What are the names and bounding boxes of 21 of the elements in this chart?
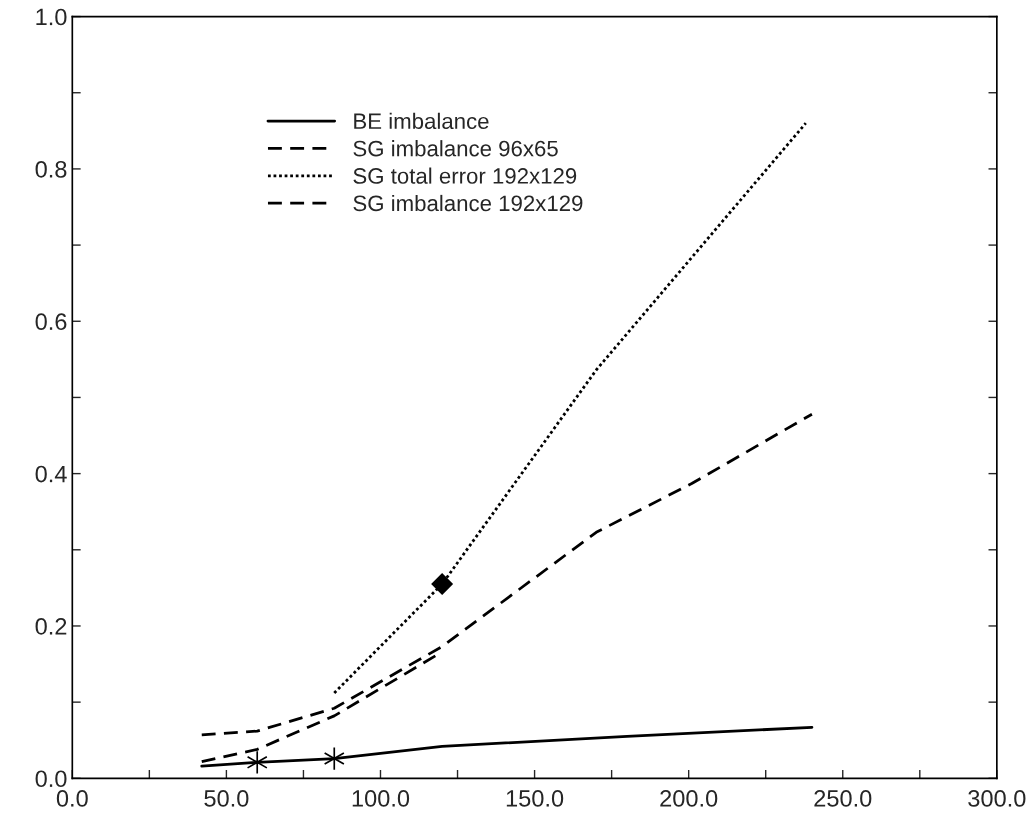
- legend-label: SG imbalance 192x129: [353, 194, 583, 212]
- point: [431, 573, 453, 595]
- y-tick-label: 0.2: [35, 618, 67, 635]
- y-tick-label: 0.4: [35, 465, 67, 483]
- x-tick-label: 100.0: [352, 790, 410, 807]
- x-tick-label: 300.0: [968, 790, 1026, 807]
- y-tick-label: 0.0: [35, 770, 67, 788]
- x-tick-label: 0.0: [56, 790, 88, 807]
- legend-label: BE imbalance: [354, 112, 489, 130]
- y-tick-label: 0.6: [35, 313, 67, 331]
- x-tick-label: 200.0: [660, 790, 718, 807]
- line-series: [200, 412, 814, 737]
- x-tick-label: 250.0: [814, 790, 872, 807]
- y-tick-label: 0.8: [35, 160, 67, 178]
- x-tick-label: 150.0: [506, 790, 564, 807]
- point: [246, 750, 268, 775]
- legend-label: SG imbalance 96x65: [353, 140, 558, 157]
- legend-label: SG total error 192x129: [353, 167, 577, 184]
- y-tick-label: 1.0: [36, 8, 67, 26]
- x-tick-label: 50.0: [204, 790, 249, 807]
- point: [323, 746, 345, 771]
